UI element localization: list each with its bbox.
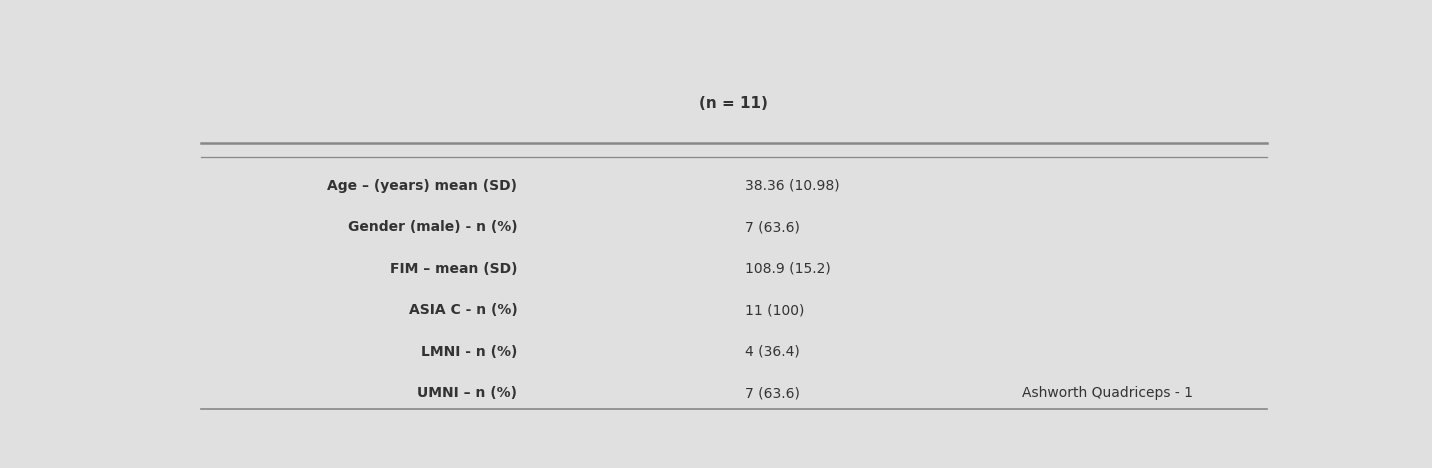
Text: 7 (63.6): 7 (63.6) [745, 220, 800, 234]
Text: 11 (100): 11 (100) [745, 303, 805, 317]
Text: FIM – mean (SD): FIM – mean (SD) [390, 262, 517, 276]
Text: 4 (36.4): 4 (36.4) [745, 344, 799, 358]
Text: (n = 11): (n = 11) [699, 95, 769, 110]
Text: 108.9 (15.2): 108.9 (15.2) [745, 262, 831, 276]
Text: Age – (years) mean (SD): Age – (years) mean (SD) [328, 179, 517, 193]
Text: ASIA C - n (%): ASIA C - n (%) [408, 303, 517, 317]
Text: 7 (63.6): 7 (63.6) [745, 386, 800, 400]
Text: Gender (male) - n (%): Gender (male) - n (%) [348, 220, 517, 234]
Text: 38.36 (10.98): 38.36 (10.98) [745, 179, 839, 193]
Text: LMNI - n (%): LMNI - n (%) [421, 344, 517, 358]
Text: Ashworth Quadriceps - 1: Ashworth Quadriceps - 1 [1022, 386, 1193, 400]
Text: UMNI – n (%): UMNI – n (%) [418, 386, 517, 400]
